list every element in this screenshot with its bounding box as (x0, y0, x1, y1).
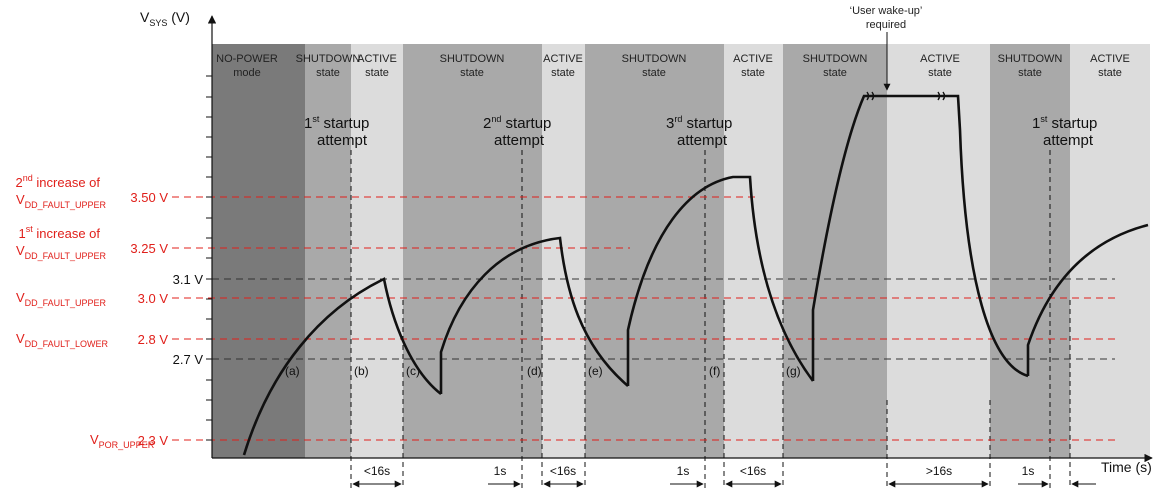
zone-shutdown-4 (783, 44, 887, 458)
zone-active-4 (887, 44, 990, 458)
zone-active-5 (1070, 44, 1150, 458)
point-label-c: (c) (406, 364, 420, 378)
duration-label-4: 1s (677, 464, 690, 478)
level-30-value: 3.0 V (138, 291, 169, 306)
zone-active-3 (724, 44, 783, 458)
level-325-name-line2: VDD_FAULT_UPPER (16, 243, 107, 261)
level-23-name: VPOR_UPPER (90, 432, 155, 450)
zone-labels: NO-POWER mode SHUTDOWN state ACTIVE stat… (216, 53, 1130, 79)
zone-label-10b: state (1018, 67, 1042, 79)
axes: VSYS (V) Time (s) (140, 9, 1153, 475)
zone-label-3a: ACTIVE (357, 53, 397, 65)
zone-active-2 (542, 44, 585, 458)
point-label-g: (g) (786, 364, 801, 378)
zone-label-11a: ACTIVE (1090, 53, 1130, 65)
vsys-curve-segment-2 (439, 236, 629, 394)
duration-annotations: <16s 1s <16s 1s <16s >16s 1s (352, 464, 1096, 488)
level-28-value: 2.8 V (138, 332, 169, 347)
point-labels: (a) (b) (c) (d) (e) (f) (g) (285, 364, 801, 378)
break-mark-1a (866, 91, 870, 101)
zone-label-4a: SHUTDOWN (440, 53, 505, 65)
vsys-curve-segment-3 (626, 175, 815, 386)
vsys-curve-segment-4 (811, 94, 1029, 381)
zone-label-8b: state (823, 67, 847, 79)
break-marks (866, 91, 946, 101)
vsys-curve (242, 94, 1149, 456)
point-label-b: (b) (354, 364, 369, 378)
zone-label-9a: ACTIVE (920, 53, 960, 65)
level-31-value: 3.1 V (173, 272, 204, 287)
duration-label-7: 1s (1022, 464, 1035, 478)
event-lines (350, 150, 1071, 488)
startup-attempt-3-line2: attempt (677, 132, 728, 149)
startup-attempt-2-line2: attempt (494, 132, 545, 149)
startup-attempt-4-line2: attempt (1043, 132, 1094, 149)
zone-shutdown-5 (990, 44, 1070, 458)
level-30-name: VDD_FAULT_UPPER (16, 290, 107, 308)
level-labels: 2nd increase of VDD_FAULT_UPPER 3.50 V 1… (16, 173, 204, 450)
zone-label-6a: SHUTDOWN (622, 53, 687, 65)
zone-label-1a: NO-POWER (216, 53, 278, 65)
zone-label-5b: state (551, 67, 575, 79)
duration-label-5: <16s (740, 464, 766, 478)
zone-label-6b: state (642, 67, 666, 79)
zone-label-11b: state (1098, 67, 1122, 79)
zone-active-1 (351, 44, 403, 458)
wakeup-callout: ‘User wake-up’ required (850, 5, 923, 91)
zone-label-2b: state (316, 67, 340, 79)
level-350-name-line2: VDD_FAULT_UPPER (16, 192, 107, 210)
zone-shutdown-1 (305, 44, 351, 458)
zone-label-8a: SHUTDOWN (803, 53, 868, 65)
zone-label-7b: state (741, 67, 765, 79)
zone-label-10a: SHUTDOWN (998, 53, 1063, 65)
startup-attempt-labels: 1st startup attempt 2nd startup attempt … (304, 114, 1097, 149)
point-label-f: (f) (709, 364, 720, 378)
wakeup-label-line2: required (866, 19, 906, 31)
vsys-curve-segment-5 (1026, 223, 1149, 376)
zone-label-3b: state (365, 67, 389, 79)
point-label-a: (a) (285, 364, 300, 378)
level-350-value: 3.50 V (130, 190, 168, 205)
break-mark-1b (871, 91, 875, 101)
startup-attempt-3-line1: 3rd startup (666, 114, 732, 132)
zone-shutdown-2 (403, 44, 542, 458)
state-zones (212, 44, 1150, 458)
point-label-d: (d) (527, 364, 542, 378)
level-325-name-line1: 1st increase of (19, 224, 101, 241)
x-axis-title: Time (s) (1101, 459, 1152, 475)
break-mark-2a (937, 91, 941, 101)
y-axis-ticks (206, 75, 212, 441)
startup-attempt-2-line1: 2nd startup (483, 114, 551, 132)
level-23-value: 2.3 V (138, 433, 169, 448)
vsys-curve-segment-1 (242, 277, 442, 456)
zone-no-power (212, 44, 305, 458)
break-mark-2b (942, 91, 946, 101)
level-350-name-line1: 2nd increase of (16, 173, 101, 190)
zone-label-4b: state (460, 67, 484, 79)
zone-label-1b: mode (233, 67, 261, 79)
level-lines (172, 196, 1115, 441)
startup-attempt-1-line2: attempt (317, 132, 368, 149)
zone-label-2a: SHUTDOWN (296, 53, 361, 65)
startup-attempt-4-line1: 1st startup (1032, 114, 1097, 132)
y-axis-title: VSYS (V) (140, 9, 190, 28)
startup-attempt-1-line1: 1st startup (304, 114, 369, 132)
duration-label-1: <16s (364, 464, 390, 478)
level-325-value: 3.25 V (130, 241, 168, 256)
duration-label-3: <16s (550, 464, 576, 478)
point-label-e: (e) (588, 364, 603, 378)
level-27-value: 2.7 V (173, 352, 204, 367)
duration-label-6: >16s (926, 464, 952, 478)
zone-label-9b: state (928, 67, 952, 79)
duration-label-2: 1s (494, 464, 507, 478)
zone-label-7a: ACTIVE (733, 53, 773, 65)
wakeup-label-line1: ‘User wake-up’ (850, 5, 923, 17)
level-28-name: VDD_FAULT_LOWER (16, 331, 109, 349)
zone-label-5a: ACTIVE (543, 53, 583, 65)
